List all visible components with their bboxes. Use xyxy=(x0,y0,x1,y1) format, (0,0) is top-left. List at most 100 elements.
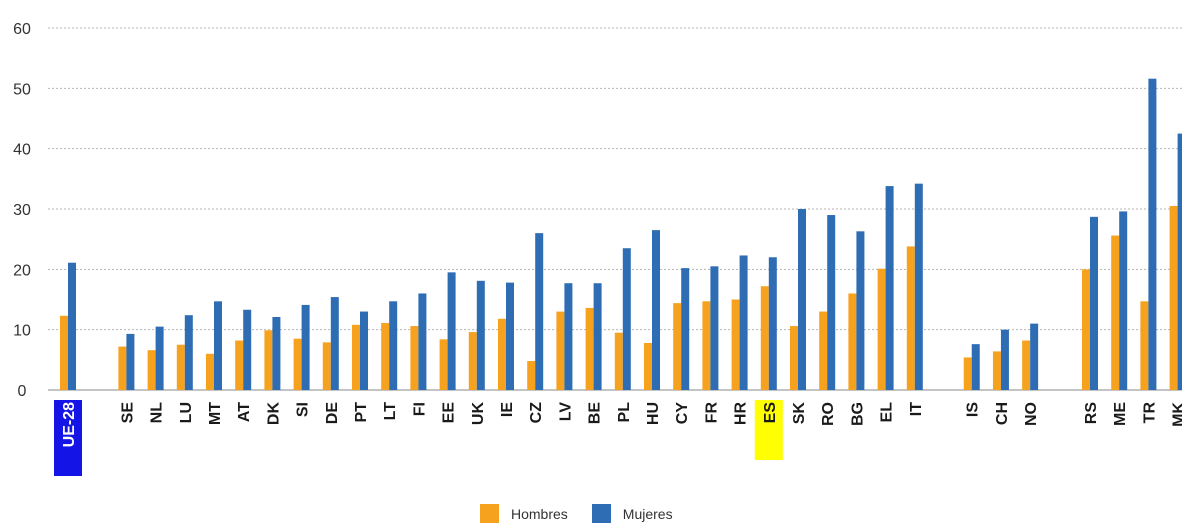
bar-mujeres-be xyxy=(593,283,602,390)
y-tick-label: 0 xyxy=(18,383,27,400)
y-tick-label: 20 xyxy=(13,262,31,279)
bar-mujeres-fr xyxy=(710,266,719,390)
bar-mujeres-fi xyxy=(418,293,427,390)
x-tick-label: TR xyxy=(1141,402,1158,424)
bar-mujeres-mk xyxy=(1177,133,1182,391)
y-tick-label: 40 xyxy=(13,142,31,159)
x-tick-label: NO xyxy=(1023,402,1040,426)
legend-swatch-mujeres xyxy=(591,504,611,523)
bar-hombres-no xyxy=(1022,340,1031,390)
bar-mujeres-ee xyxy=(447,272,456,390)
bar-hombres-cy xyxy=(673,303,682,390)
x-tick-label: SE xyxy=(119,402,136,424)
x-tick-label: IS xyxy=(965,402,982,417)
bars xyxy=(60,78,1182,391)
bar-hombres-uk xyxy=(468,332,477,390)
bar-hombres-pl xyxy=(614,332,623,390)
legend-label-mujeres: Mujeres xyxy=(622,505,673,522)
bar-hombres-ie xyxy=(498,318,506,390)
bar-hombres-mt xyxy=(206,353,214,390)
bar-hombres-ee xyxy=(439,339,448,390)
x-tick-label: EE xyxy=(441,402,458,424)
bar-mujeres-de xyxy=(330,297,339,390)
bar-mujeres-bg xyxy=(856,231,865,390)
bar-hombres-bg xyxy=(848,293,857,390)
x-tick-label: EL xyxy=(879,402,896,423)
bar-hombres-dk xyxy=(264,330,273,390)
bar-hombres-is xyxy=(963,357,972,390)
legend-item-mujeres: Mujeres xyxy=(591,504,673,523)
x-tick-label: CZ xyxy=(528,402,545,424)
x-tick-label: BE xyxy=(587,402,604,425)
bar-hombres-fr xyxy=(702,301,711,390)
bar-mujeres-nl xyxy=(155,326,164,390)
bar-mujeres-el xyxy=(885,186,894,390)
bar-hombres-lu xyxy=(176,344,185,390)
x-tick-label: LU xyxy=(178,402,195,423)
y-axis-tick-labels: 0 10 20 30 40 50 60 xyxy=(13,21,31,400)
bar-mujeres-lu xyxy=(184,315,193,390)
bar-hombres-se xyxy=(118,346,127,390)
bar-hombres-me xyxy=(1111,235,1120,390)
bar-hombres-be xyxy=(585,307,594,390)
bar-mujeres-lt xyxy=(389,301,398,390)
x-tick-label: IE xyxy=(499,402,516,417)
legend-item-hombres: Hombres xyxy=(480,504,568,523)
x-tick-label: MK xyxy=(1171,402,1182,427)
legend-label-hombres: Hombres xyxy=(511,505,568,522)
x-tick-label: PL xyxy=(616,402,633,423)
bar-mujeres-dk xyxy=(272,316,281,390)
bar-hombres-pt xyxy=(352,324,360,390)
bar-hombres-hu xyxy=(644,342,652,390)
x-tick-label: LV xyxy=(557,402,574,422)
x-axis-tick-labels: UE-28 SE NL LU MT AT DK SI DE PT LT FI EE UK IE CZ LV BE P… xyxy=(54,400,1182,476)
bar-mujeres-hu xyxy=(652,230,660,390)
bar-mujeres-mt xyxy=(214,301,222,390)
bar-mujeres-rs xyxy=(1090,216,1098,390)
y-tick-label: 10 xyxy=(13,323,31,340)
x-tick-label: FI xyxy=(411,402,428,416)
legend-swatch-hombres xyxy=(480,504,499,523)
x-tick-label: PT xyxy=(353,402,370,423)
bar-hombres-rs xyxy=(1082,269,1090,390)
highlight-ue-28 xyxy=(54,400,82,476)
x-tick-label: FR xyxy=(703,402,720,424)
x-tick-label: HR xyxy=(733,402,750,426)
bar-hombres-de xyxy=(322,342,331,390)
x-tick-label: ES xyxy=(762,402,779,424)
bar-hombres-lt xyxy=(381,323,390,390)
bar-hombres-ue-28 xyxy=(60,315,68,390)
bar-mujeres-at xyxy=(243,309,252,390)
bar-mujeres-ie xyxy=(506,282,514,390)
bar-hombres-ro xyxy=(819,311,828,390)
bar-mujeres-ch xyxy=(1000,329,1009,390)
x-tick-label: CY xyxy=(674,402,691,425)
bar-hombres-nl xyxy=(147,350,156,390)
bar-hombres-fi xyxy=(410,326,419,390)
bar-mujeres-ro xyxy=(827,215,836,390)
x-tick-label: SI xyxy=(295,402,312,417)
bar-mujeres-cy xyxy=(681,268,690,390)
x-tick-label: DK xyxy=(265,402,282,426)
bar-hombres-sk xyxy=(790,326,798,390)
x-tick-label: UK xyxy=(470,402,487,426)
x-tick-label: SK xyxy=(791,402,808,425)
bar-hombres-hr xyxy=(731,299,740,390)
bar-hombres-it xyxy=(906,246,915,390)
y-tick-label: 30 xyxy=(13,202,31,219)
bar-hombres-el xyxy=(877,268,886,390)
bar-mujeres-hr xyxy=(739,255,748,390)
bar-hombres-ch xyxy=(992,351,1001,390)
bar-mujeres-si xyxy=(301,304,310,390)
bar-mujeres-lv xyxy=(564,283,573,390)
bar-hombres-at xyxy=(235,340,244,390)
bar-mujeres-pt xyxy=(360,311,368,390)
bar-mujeres-tr xyxy=(1148,78,1157,391)
x-tick-label: RS xyxy=(1083,402,1100,425)
x-tick-label: UE-28 xyxy=(61,402,78,447)
bar-mujeres-uk xyxy=(476,280,485,390)
bar-mujeres-me xyxy=(1119,211,1128,390)
bar-mujeres-no xyxy=(1030,323,1039,390)
bar-mujeres-cz xyxy=(535,233,544,390)
